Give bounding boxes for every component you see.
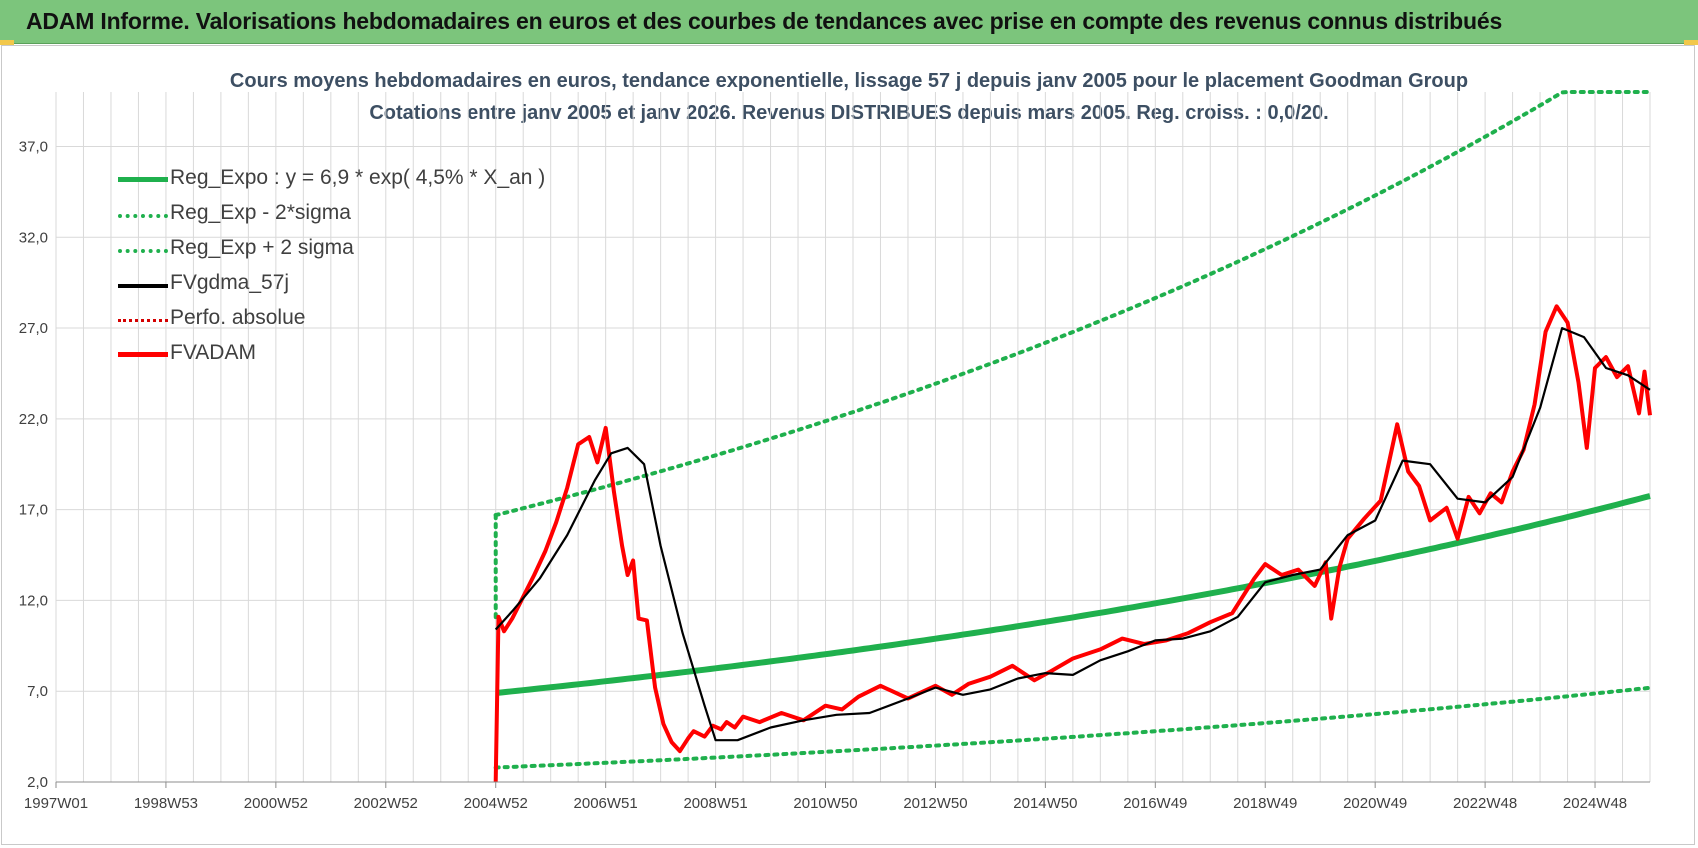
x-tick-label: 2008W51: [683, 795, 747, 812]
legend-label-reg-expo: Reg_Expo : y = 6,9 * exp( 4,5% * X_an ): [170, 166, 546, 189]
chart-title-line2: Cotations entre janv 2005 et janv 2026. …: [369, 102, 1329, 124]
legend-swatch-reg-exp-minus: [118, 214, 168, 218]
x-tick-label: 2006W51: [574, 795, 638, 812]
y-tick-label: 32,0: [19, 229, 48, 246]
x-tick-label: 1998W53: [134, 795, 198, 812]
chart-grid: [55, 92, 1651, 783]
legend-swatch-reg-expo: [118, 177, 168, 182]
legend-label-fvgdma: FVgdma_57j: [170, 271, 290, 294]
x-tick-label: 2002W52: [354, 795, 418, 812]
x-tick-label: 2016W49: [1123, 795, 1187, 812]
x-tick-label: 2018W49: [1233, 795, 1297, 812]
corner-mark-left: [0, 40, 14, 45]
legend-swatch-reg-exp-plus: [118, 249, 168, 253]
chart-frame: [1, 45, 1695, 845]
series-fvgdma: [494, 327, 1651, 742]
chart-series: [493, 90, 1652, 783]
series-reg-expo: [495, 493, 1651, 696]
banner-title: ADAM Informe. Valorisations hebdomadaire…: [26, 8, 1503, 34]
x-tick-label: 2024W48: [1563, 795, 1627, 812]
y-tick-label: 37,0: [19, 138, 48, 155]
chart-axes: 2,0 7,0 12,0 17,0 22,0 27,0 32,0 37,0 1997W01 199…: [19, 138, 1650, 812]
series-fvadam: [493, 304, 1652, 783]
legend-swatch-perfo: [118, 319, 168, 322]
header-banner: ADAM Informe. Valorisations hebdomadaire…: [0, 0, 1698, 44]
legend-label-fvadam: FVADAM: [170, 341, 256, 364]
legend-label-reg-exp-plus: Reg_Exp + 2 sigma: [170, 236, 354, 259]
chart-title-line1: Cours moyens hebdomadaires en euros, ten…: [229, 70, 1469, 92]
series-reg-exp-minus: [493, 685, 1652, 770]
x-tick-label: 2020W49: [1343, 795, 1407, 812]
y-tick-label: 2,0: [27, 774, 48, 791]
y-tick-label: 17,0: [19, 502, 48, 519]
series-reg-exp-plus: [493, 90, 1652, 518]
x-tick-label: 1997W01: [24, 795, 88, 812]
y-tick-label: 22,0: [19, 411, 48, 428]
y-tick-label: 27,0: [19, 320, 48, 337]
y-tick-label: 7,0: [27, 683, 48, 700]
x-tick-label: 2012W50: [903, 795, 967, 812]
x-tick-label: 2000W52: [244, 795, 308, 812]
legend-swatch-fvgdma: [118, 284, 168, 288]
x-tick-label: 2014W50: [1013, 795, 1077, 812]
y-tick-label: 12,0: [19, 592, 48, 609]
legend-label-reg-exp-minus: Reg_Exp - 2*sigma: [170, 201, 351, 224]
x-tick-label: 2022W48: [1453, 795, 1517, 812]
corner-mark-right: [1684, 40, 1698, 45]
x-tick-label: 2010W50: [793, 795, 857, 812]
legend-swatch-fvadam: [118, 352, 168, 357]
legend-label-perfo: Perfo. absolue: [170, 306, 306, 329]
x-tick-label: 2004W52: [464, 795, 528, 812]
